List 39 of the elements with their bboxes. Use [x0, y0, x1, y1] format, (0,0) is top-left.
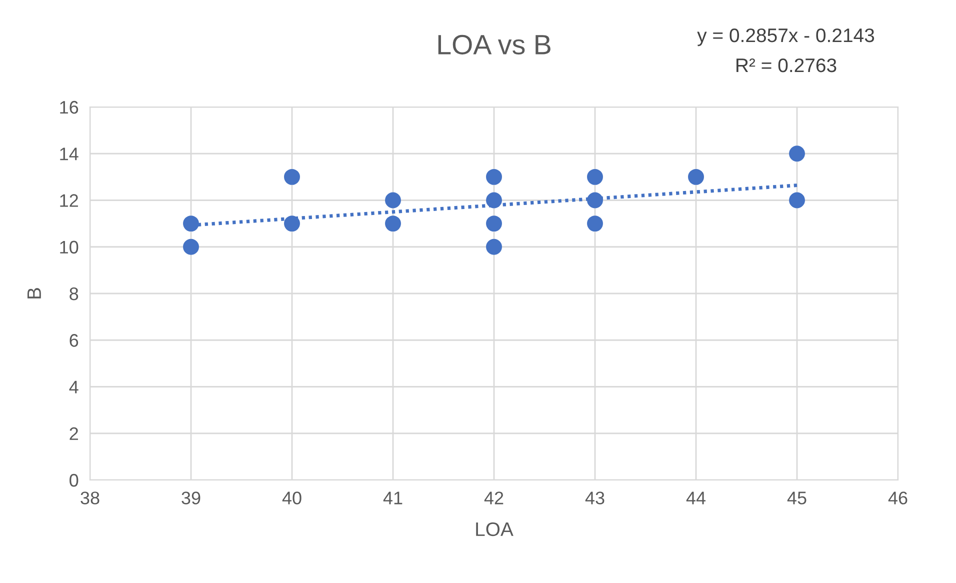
- x-tick-label: 38: [80, 492, 100, 504]
- y-tick-label: 10: [60, 240, 78, 254]
- y-tick-label: 0: [70, 474, 78, 487]
- point: [688, 168, 704, 185]
- y-axis-title: B: [28, 288, 41, 298]
- point: [385, 216, 401, 232]
- x-tick-label: 39: [182, 492, 200, 504]
- text: y = 0.2857x - 0.2143: [697, 28, 874, 46]
- y-tick-label: 6: [70, 334, 78, 347]
- point: [486, 192, 502, 208]
- point: [486, 238, 502, 255]
- point: [789, 192, 805, 208]
- point: [284, 216, 300, 232]
- point: [587, 192, 603, 208]
- text: R² = 0.2763: [736, 58, 836, 72]
- point: [789, 146, 805, 162]
- y-tick-label: 16: [60, 100, 78, 114]
- x-tick-label: 42: [484, 492, 504, 504]
- chart-title: LOA vs B: [438, 34, 550, 54]
- y-tick-label: 2: [70, 427, 78, 440]
- point: [486, 216, 502, 232]
- y-tick-label: 8: [70, 287, 78, 300]
- y-tick-label: 14: [60, 148, 78, 160]
- x-tick-label: 41: [383, 492, 402, 504]
- x-tick-label: 46: [888, 492, 908, 504]
- point: [486, 168, 502, 185]
- x-axis-title: LOA: [476, 522, 514, 536]
- x-tick-label: 44: [686, 492, 706, 504]
- point: [284, 168, 300, 185]
- x-tick-label: 43: [585, 492, 604, 504]
- x-tick-label: 40: [282, 492, 302, 504]
- point: [183, 216, 199, 232]
- y-tick-label: 4: [69, 380, 78, 394]
- point: [587, 216, 603, 232]
- x-tick-label: 45: [787, 492, 806, 504]
- point: [183, 238, 199, 255]
- point: [385, 192, 401, 208]
- y-tick-label: 12: [60, 194, 78, 207]
- point: [587, 168, 603, 185]
